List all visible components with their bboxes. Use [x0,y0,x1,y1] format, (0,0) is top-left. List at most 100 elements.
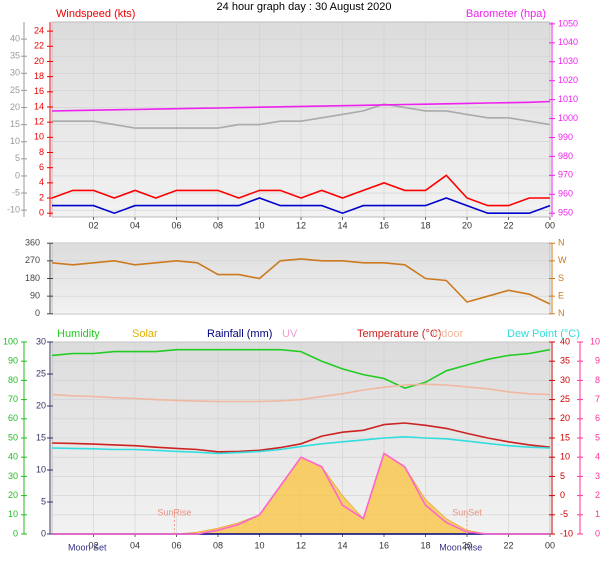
y-tick-label: 970 [558,170,573,180]
y-tick-label: 100 [3,336,18,346]
y-tick-label: 180 [25,273,40,283]
x-tick-label: 00 [545,220,555,230]
y-tick-label: 8 [595,375,600,385]
x-tick-label: 08 [213,540,223,550]
y-tick-label: 30 [36,336,46,346]
x-tick-label: 18 [420,540,430,550]
y-tick-label: 40 [10,33,20,43]
x-tick-label: 20 [462,540,472,550]
x-tick-label: 16 [379,220,389,230]
y-tick-label: 0 [595,528,600,538]
line [51,258,551,305]
x-tick-label: 02 [88,220,98,230]
legend-entry: Humidity [57,328,100,340]
y-tick-label: 90 [8,356,18,366]
y-tick-label: 0 [15,170,20,180]
y-tick-label: 270 [25,255,40,265]
y-tick-label: W [558,255,567,265]
y-tick-label: 20 [34,56,44,66]
axis-title: Windspeed (kts) [56,8,135,20]
x-tick-label: 14 [337,220,347,230]
y-tick-label: 60 [8,413,18,423]
line [51,383,551,403]
y-tick-label: 5 [15,153,20,163]
y-tick-label: 20 [8,490,18,500]
y-tick-label: 980 [558,151,573,161]
y-tick-label: 0 [41,528,46,538]
y-tick-label: 960 [558,189,573,199]
x-tick-label: 10 [254,220,264,230]
x-tick-label: 18 [420,220,430,230]
y-tick-label: 12 [34,117,44,127]
y-tick-label: 1040 [558,37,578,47]
y-tick-label: -10 [7,205,20,215]
y-tick-label: 70 [8,394,18,404]
y-tick-label: 5 [41,496,46,506]
y-tick-label: 1020 [558,75,578,85]
y-tick-label: 1030 [558,56,578,66]
y-tick-label: 40 [560,336,570,346]
y-tick-label: 9 [595,356,600,366]
y-tick-label: 20 [36,400,46,410]
y-tick-label: 360 [25,238,40,248]
y-tick-label: 4 [595,452,600,462]
y-tick-label: 950 [558,208,573,218]
y-tick-label: 10 [36,464,46,474]
y-tick-label: 0 [13,528,18,538]
y-tick-label: 20 [560,413,570,423]
annotation: SunRise [157,507,191,517]
y-tick-label: -5 [12,187,20,197]
y-tick-label: 25 [560,394,570,404]
legend-entry: Solar [132,328,158,340]
y-tick-label: 3 [595,471,600,481]
x-tick-label: 20 [462,220,472,230]
y-tick-label: 0 [39,208,44,218]
y-tick-label: 10 [590,336,600,346]
y-tick-label: 90 [30,291,40,301]
y-tick-label: 0 [560,490,565,500]
annotation: Moon Rise [439,542,482,552]
line [51,435,551,455]
x-tick-label: 04 [130,540,140,550]
y-tick-label: 6 [595,413,600,423]
y-tick-label: 15 [36,432,46,442]
y-tick-label: 2 [39,192,44,202]
legend-entry: UV [282,328,298,340]
legend-entry: Rainfall (mm) [207,328,272,340]
y-tick-label: 30 [560,375,570,385]
y-tick-label: 10 [10,136,20,146]
annotation: Moon Set [68,542,107,552]
y-tick-label: 15 [560,432,570,442]
y-tick-label: 10 [34,132,44,142]
x-tick-label: 06 [171,540,181,550]
y-tick-label: 14 [34,101,44,111]
y-tick-label: 25 [10,85,20,95]
x-tick-label: 06 [171,220,181,230]
x-tick-label: 22 [503,540,513,550]
y-tick-label: 1050 [558,18,578,28]
y-tick-label: -10 [560,528,573,538]
line [51,422,551,453]
x-tick-label: 08 [213,220,223,230]
x-tick-label: 10 [254,540,264,550]
axis-title: Barometer (hpa) [466,8,546,20]
y-tick-label: 8 [39,147,44,157]
x-tick-label: 12 [296,540,306,550]
line [52,103,551,129]
y-tick-label: 25 [36,368,46,378]
y-tick-label: 990 [558,132,573,142]
y-tick-label: 5 [595,432,600,442]
y-tick-label: 30 [8,471,18,481]
x-tick-label: 22 [503,220,513,230]
y-tick-label: 22 [34,41,44,51]
x-tick-label: 02 [88,540,98,550]
line [52,197,551,215]
y-tick-label: 6 [39,162,44,172]
y-tick-label: 15 [10,119,20,129]
line [51,348,551,389]
y-tick-label: 16 [34,86,44,96]
y-tick-label: 2 [595,490,600,500]
legend-entry: Indoor [432,328,464,340]
y-tick-label: 50 [8,432,18,442]
y-tick-label: 30 [10,68,20,78]
